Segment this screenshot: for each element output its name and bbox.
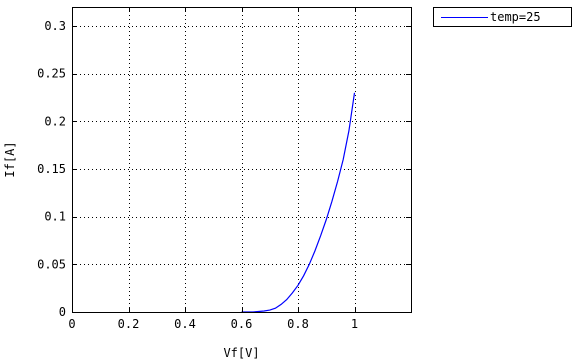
y-tick-label: 0 — [59, 305, 66, 319]
legend: temp=25 — [433, 7, 572, 27]
x-tick-label: 1 — [351, 317, 358, 331]
y-tick-label: 0.2 — [44, 114, 66, 128]
x-tick-label: 0.2 — [118, 317, 140, 331]
x-tick-label: 0 — [68, 317, 75, 331]
x-tick-label: 0.6 — [231, 317, 253, 331]
legend-box — [433, 7, 572, 27]
x-tick-label: 0.4 — [174, 317, 196, 331]
y-tick-label: 0.3 — [44, 19, 66, 33]
x-axis-label: Vf[V] — [223, 346, 259, 360]
y-axis-label: If[A] — [3, 141, 17, 177]
series-lines — [241, 92, 356, 313]
tick-labels: 0 0.2 0.4 0.6 0.8 1 0 0.05 0.1 0.15 0.2 0.25 0.3 — [37, 19, 358, 331]
y-tick-label: 0.25 — [37, 67, 66, 81]
y-tick-label: 0.1 — [44, 210, 66, 224]
x-tick-label: 0.8 — [287, 317, 309, 331]
y-tick-label: 0.05 — [37, 257, 66, 271]
grid-lines — [72, 7, 411, 312]
y-tick-label: 0.15 — [37, 162, 66, 176]
series-line-temp-25 — [241, 92, 356, 313]
axis-ticks — [72, 7, 411, 313]
legend-label-temp-25: temp=25 — [490, 10, 541, 24]
